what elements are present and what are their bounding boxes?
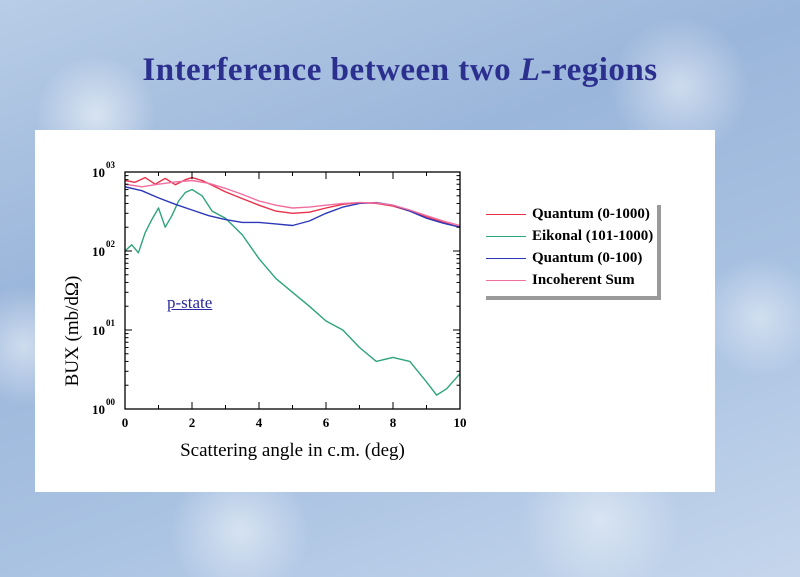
legend-item-quantum-0-100: Quantum (0-100)	[482, 249, 657, 269]
chart-panel: 0 2 4 6 8 10 10 03 10 02 10 01 10 00 BUX (mb/dΩ) Scat…	[35, 130, 715, 492]
slide-title: Interference between two L-regions	[0, 52, 800, 89]
legend-swatch-quantum-0-1000	[486, 214, 526, 215]
x-tick-label: 0	[122, 415, 129, 430]
x-tick-label: 10	[454, 415, 467, 430]
series-line-2	[124, 186, 461, 228]
series-line-3	[124, 179, 461, 227]
legend-label: Quantum (0-1000)	[532, 206, 650, 222]
p-state-annotation: p-state	[167, 293, 213, 312]
y-tick-exponent: 00	[106, 397, 116, 407]
legend-label: Quantum (0-100)	[532, 250, 643, 266]
y-tick-label: 10	[92, 402, 105, 417]
title-tail: -regions	[540, 52, 658, 88]
legend-item-quantum-0-1000: Quantum (0-1000)	[482, 205, 657, 225]
legend: Quantum (0-1000) Eikonal (101-1000) Quan…	[482, 201, 657, 296]
x-tick-label: 2	[189, 415, 196, 430]
y-tick-label: 10	[92, 165, 105, 180]
legend-label: Incoherent Sum	[532, 272, 635, 288]
x-tick-label: 6	[323, 415, 330, 430]
legend-label: Eikonal (101-1000)	[532, 228, 654, 244]
y-axis-label: BUX (mb/dΩ)	[62, 275, 83, 387]
x-tick-label: 4	[256, 415, 263, 430]
y-tick-exponent: 01	[106, 318, 116, 328]
legend-item-incoherent-sum: Incoherent Sum	[482, 271, 657, 291]
series-line-1	[124, 188, 461, 396]
legend-swatch-quantum-0-100	[486, 258, 526, 259]
x-axis-label: Scattering angle in c.m. (deg)	[180, 440, 405, 461]
y-tick-label: 10	[92, 323, 105, 338]
y-tick-label: 10	[92, 244, 105, 259]
series-line-0	[124, 176, 461, 228]
y-tick-exponent: 03	[106, 160, 116, 170]
legend-swatch-eikonal	[486, 236, 526, 237]
title-main: Interference between two	[142, 52, 520, 88]
title-italic: L	[519, 52, 541, 88]
legend-item-eikonal: Eikonal (101-1000)	[482, 227, 657, 247]
legend-swatch-incoherent-sum	[486, 280, 526, 281]
y-tick-exponent: 02	[106, 239, 116, 249]
x-tick-label: 8	[390, 415, 397, 430]
